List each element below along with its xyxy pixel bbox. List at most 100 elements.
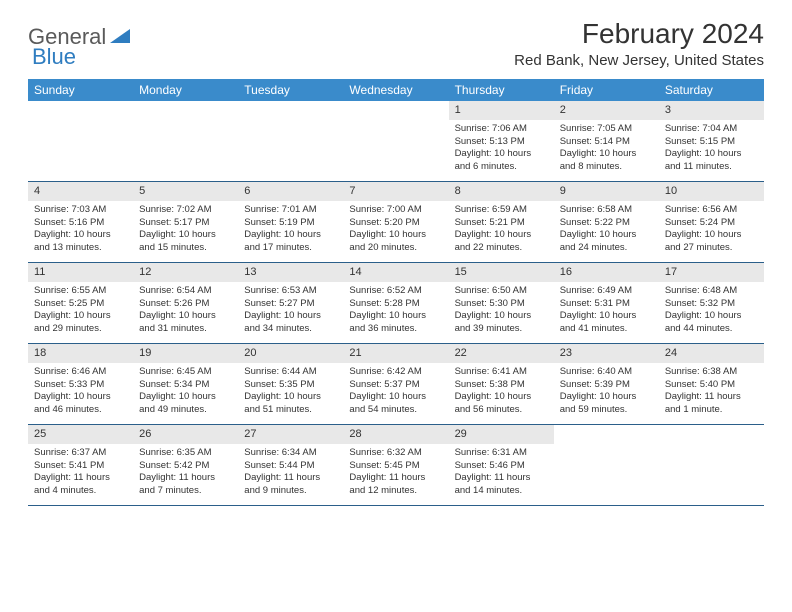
week-row: 1Sunrise: 7:06 AMSunset: 5:13 PMDaylight… <box>28 101 764 182</box>
day-cell: 18Sunrise: 6:46 AMSunset: 5:33 PMDayligh… <box>28 344 133 424</box>
sunrise-text: Sunrise: 6:46 AM <box>34 366 127 379</box>
day-cell: 26Sunrise: 6:35 AMSunset: 5:42 PMDayligh… <box>133 425 238 505</box>
sunrise-text: Sunrise: 7:03 AM <box>34 204 127 217</box>
daylight-text: Daylight: 11 hours and 7 minutes. <box>139 472 232 498</box>
day-number: 29 <box>449 425 554 444</box>
day-number: 23 <box>554 344 659 363</box>
day-header: Sunday <box>28 79 133 101</box>
day-cell-empty <box>238 101 343 181</box>
sunrise-text: Sunrise: 6:38 AM <box>665 366 758 379</box>
daylight-text: Daylight: 10 hours and 22 minutes. <box>455 229 548 255</box>
sunrise-text: Sunrise: 6:45 AM <box>139 366 232 379</box>
day-cell: 15 Sunrise: 6:50 AMSunset: 5:30 PMDayligh… <box>449 263 554 343</box>
daylight-text: Daylight: 11 hours and 1 minute. <box>665 391 758 417</box>
sunrise-text: Sunrise: 6:42 AM <box>349 366 442 379</box>
day-number: 10 <box>659 182 764 201</box>
day-cell: 24Sunrise: 6:38 AMSunset: 5:40 PMDayligh… <box>659 344 764 424</box>
title-block: February 2024 Red Bank, New Jersey, Unit… <box>514 18 764 69</box>
sunrise-text: Sunrise: 6:40 AM <box>560 366 653 379</box>
day-number: 15 <box>449 263 554 282</box>
daylight-text: Daylight: 11 hours and 12 minutes. <box>349 472 442 498</box>
day-cell: 8Sunrise: 6:59 AMSunset: 5:21 PMDaylight… <box>449 182 554 262</box>
sunset-text: Sunset: 5:15 PM <box>665 136 758 149</box>
week-row: 4Sunrise: 7:03 AMSunset: 5:16 PMDaylight… <box>28 182 764 263</box>
sunset-text: Sunset: 5:35 PM <box>244 379 337 392</box>
daylight-text: Daylight: 11 hours and 14 minutes. <box>455 472 548 498</box>
calendar: SundayMondayTuesdayWednesdayThursdayFrid… <box>28 79 764 506</box>
day-cell-empty <box>133 101 238 181</box>
sunset-text: Sunset: 5:45 PM <box>349 460 442 473</box>
sunrise-text: Sunrise: 7:01 AM <box>244 204 337 217</box>
day-cell: 2Sunrise: 7:05 AMSunset: 5:14 PMDaylight… <box>554 101 659 181</box>
daylight-text: Daylight: 10 hours and 39 minutes. <box>455 310 548 336</box>
daylight-text: Daylight: 10 hours and 51 minutes. <box>244 391 337 417</box>
daylight-text: Daylight: 11 hours and 9 minutes. <box>244 472 337 498</box>
day-number: 17 <box>659 263 764 282</box>
day-cell: 5Sunrise: 7:02 AMSunset: 5:17 PMDaylight… <box>133 182 238 262</box>
sunset-text: Sunset: 5:30 PM <box>455 298 548 311</box>
sunrise-text: Sunrise: 6:58 AM <box>560 204 653 217</box>
sunrise-text: Sunrise: 6:52 AM <box>349 285 442 298</box>
day-number: 24 <box>659 344 764 363</box>
sunset-text: Sunset: 5:27 PM <box>244 298 337 311</box>
sunset-text: Sunset: 5:20 PM <box>349 217 442 230</box>
day-header: Tuesday <box>238 79 343 101</box>
day-cell: 10 Sunrise: 6:56 AMSunset: 5:24 PMDayligh… <box>659 182 764 262</box>
daylight-text: Daylight: 10 hours and 6 minutes. <box>455 148 548 174</box>
daylight-text: Daylight: 10 hours and 13 minutes. <box>34 229 127 255</box>
day-cell: 19Sunrise: 6:45 AMSunset: 5:34 PMDayligh… <box>133 344 238 424</box>
daylight-text: Daylight: 10 hours and 29 minutes. <box>34 310 127 336</box>
sunset-text: Sunset: 5:24 PM <box>665 217 758 230</box>
sunset-text: Sunset: 5:17 PM <box>139 217 232 230</box>
day-cell-empty <box>343 101 448 181</box>
day-cell: 20Sunrise: 6:44 AMSunset: 5:35 PMDayligh… <box>238 344 343 424</box>
sunset-text: Sunset: 5:26 PM <box>139 298 232 311</box>
day-cell: 16Sunrise: 6:49 AMSunset: 5:31 PMDayligh… <box>554 263 659 343</box>
sunrise-text: Sunrise: 6:53 AM <box>244 285 337 298</box>
sunset-text: Sunset: 5:34 PM <box>139 379 232 392</box>
daylight-text: Daylight: 10 hours and 59 minutes. <box>560 391 653 417</box>
sunrise-text: Sunrise: 6:55 AM <box>34 285 127 298</box>
day-number: 3 <box>659 101 764 120</box>
week-row: 25Sunrise: 6:37 AMSunset: 5:41 PMDayligh… <box>28 425 764 506</box>
sunrise-text: Sunrise: 7:02 AM <box>139 204 232 217</box>
week-row: 18Sunrise: 6:46 AMSunset: 5:33 PMDayligh… <box>28 344 764 425</box>
day-number: 2 <box>554 101 659 120</box>
daylight-text: Daylight: 10 hours and 44 minutes. <box>665 310 758 336</box>
daylight-text: Daylight: 10 hours and 56 minutes. <box>455 391 548 417</box>
daylight-text: Daylight: 10 hours and 17 minutes. <box>244 229 337 255</box>
logo-blue-text: Blue <box>32 44 76 70</box>
day-header: Wednesday <box>343 79 448 101</box>
sunset-text: Sunset: 5:31 PM <box>560 298 653 311</box>
sunrise-text: Sunrise: 7:05 AM <box>560 123 653 136</box>
sunrise-text: Sunrise: 6:49 AM <box>560 285 653 298</box>
sunrise-text: Sunrise: 6:48 AM <box>665 285 758 298</box>
daylight-text: Daylight: 10 hours and 20 minutes. <box>349 229 442 255</box>
day-header-row: SundayMondayTuesdayWednesdayThursdayFrid… <box>28 79 764 101</box>
header: General February 2024 Red Bank, New Jers… <box>28 18 764 69</box>
location: Red Bank, New Jersey, United States <box>514 52 764 69</box>
sunrise-text: Sunrise: 6:56 AM <box>665 204 758 217</box>
day-number: 11 <box>28 263 133 282</box>
day-cell: 14Sunrise: 6:52 AMSunset: 5:28 PMDayligh… <box>343 263 448 343</box>
sunrise-text: Sunrise: 6:59 AM <box>455 204 548 217</box>
sunrise-text: Sunrise: 6:31 AM <box>455 447 548 460</box>
day-number: 28 <box>343 425 448 444</box>
sunset-text: Sunset: 5:44 PM <box>244 460 337 473</box>
daylight-text: Daylight: 10 hours and 27 minutes. <box>665 229 758 255</box>
sunset-text: Sunset: 5:14 PM <box>560 136 653 149</box>
sunset-text: Sunset: 5:28 PM <box>349 298 442 311</box>
sunset-text: Sunset: 5:22 PM <box>560 217 653 230</box>
daylight-text: Daylight: 10 hours and 31 minutes. <box>139 310 232 336</box>
day-number: 26 <box>133 425 238 444</box>
day-number: 6 <box>238 182 343 201</box>
sunset-text: Sunset: 5:19 PM <box>244 217 337 230</box>
week-row: 11Sunrise: 6:55 AMSunset: 5:25 PMDayligh… <box>28 263 764 344</box>
day-number: 18 <box>28 344 133 363</box>
day-number: 13 <box>238 263 343 282</box>
day-cell-empty <box>28 101 133 181</box>
sunset-text: Sunset: 5:37 PM <box>349 379 442 392</box>
sunrise-text: Sunrise: 6:50 AM <box>455 285 548 298</box>
day-cell: 23Sunrise: 6:40 AMSunset: 5:39 PMDayligh… <box>554 344 659 424</box>
sunset-text: Sunset: 5:38 PM <box>455 379 548 392</box>
